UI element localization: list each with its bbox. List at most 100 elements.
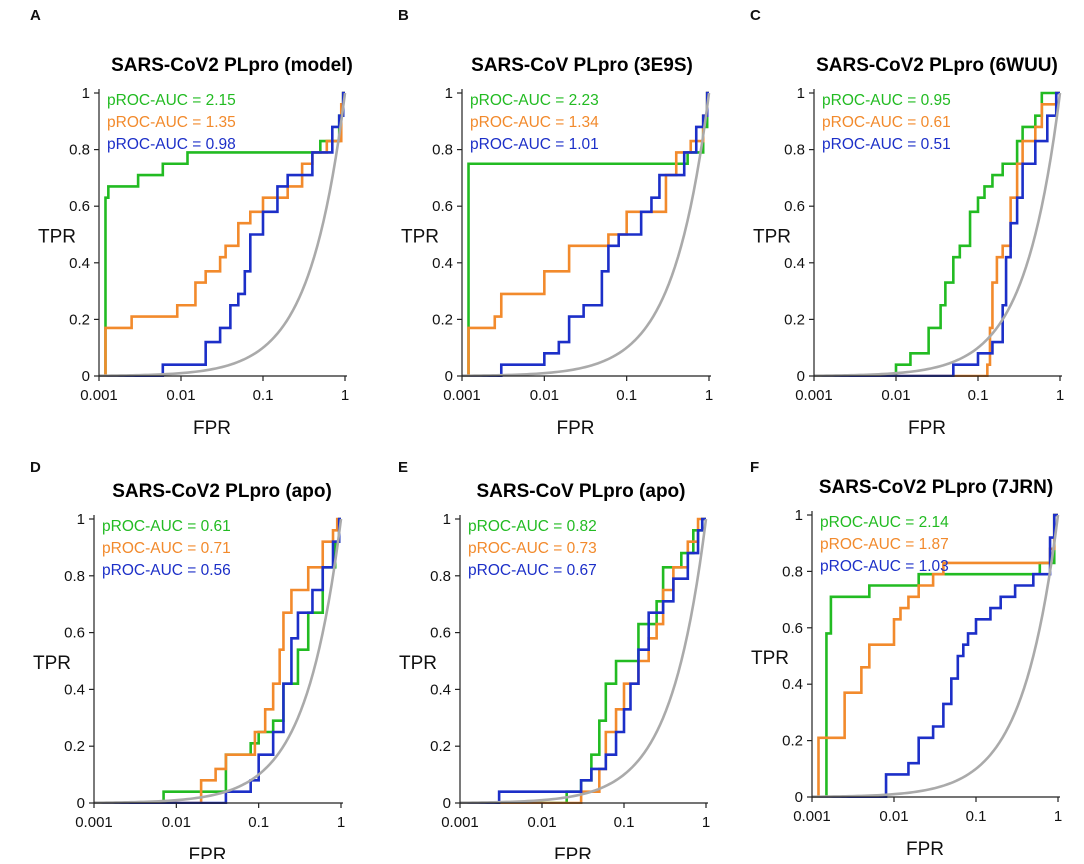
legend-entry: pROC-AUC = 0.67: [468, 562, 597, 579]
y-tick-label: 0: [77, 795, 85, 812]
legend-entry: pROC-AUC = 0.73: [468, 540, 597, 557]
chart-title: SARS-CoV2 PLpro (6WUU): [816, 55, 1058, 76]
panel-label: E: [398, 459, 408, 476]
x-tick-label: 0.001: [441, 814, 479, 831]
y-tick-label: 0.4: [69, 255, 90, 272]
y-tick-label: 0.2: [64, 738, 85, 755]
random-baseline-curve: [99, 92, 347, 377]
panel-label: B: [398, 7, 409, 24]
roc-series-3: [99, 91, 345, 377]
panel-label: C: [750, 7, 761, 24]
legend-entry: pROC-AUC = 0.71: [102, 540, 231, 557]
roc-series-1: [814, 91, 1060, 377]
legend-entry: pROC-AUC = 1.34: [470, 114, 599, 131]
roc-series-3: [460, 517, 706, 804]
panel-label: A: [30, 7, 41, 24]
x-tick-label: 0.01: [162, 814, 191, 831]
x-axis-label: FPR: [908, 418, 946, 439]
x-tick-label: 1: [337, 814, 345, 831]
y-tick-label: 0.6: [430, 625, 451, 642]
x-tick-label: 1: [705, 387, 713, 404]
y-tick-label: 0.2: [432, 311, 453, 328]
x-tick-label: 0.01: [881, 387, 910, 404]
x-tick-label: 0.001: [75, 814, 113, 831]
legend-entry: pROC-AUC = 0.56: [102, 562, 231, 579]
x-tick-label: 0.1: [253, 387, 274, 404]
y-tick-label: 1: [797, 85, 805, 102]
y-tick-label: 0.8: [782, 563, 803, 580]
y-tick-label: 0: [443, 795, 451, 812]
x-axis-label: FPR: [193, 418, 231, 439]
random-baseline-curve: [812, 514, 1060, 798]
x-tick-label: 1: [702, 814, 710, 831]
x-tick-label: 0.001: [793, 808, 831, 825]
y-tick-label: 0.6: [782, 620, 803, 637]
y-tick-label: 0.4: [64, 681, 85, 698]
y-tick-label: 0.8: [432, 142, 453, 159]
x-tick-label: 0.001: [80, 387, 118, 404]
y-tick-label: 1: [445, 85, 453, 102]
y-tick-label: 0.6: [784, 198, 805, 215]
x-axis-label: FPR: [554, 845, 592, 859]
x-axis-label: FPR: [906, 839, 944, 859]
x-tick-label: 1: [1054, 808, 1062, 825]
y-tick-label: 0: [795, 789, 803, 806]
legend-entry: pROC-AUC = 0.82: [468, 518, 597, 535]
y-tick-label: 0.6: [69, 198, 90, 215]
x-tick-label: 1: [341, 387, 349, 404]
y-axis-label: TPR: [751, 648, 789, 669]
y-axis-label: TPR: [38, 227, 76, 248]
random-baseline-curve: [462, 92, 711, 377]
x-tick-label: 0.01: [166, 387, 195, 404]
y-tick-label: 1: [77, 511, 85, 528]
roc-series-2: [94, 517, 341, 804]
chart-panel-d: D SARS-CoV2 PLpro (apo) 0 0.2 0.4 0.6 0.8 1 0.00…: [30, 459, 345, 864]
random-baseline-curve: [94, 518, 343, 804]
roc-series-2: [814, 91, 1060, 377]
y-tick-label: 0.8: [430, 568, 451, 585]
x-tick-label: 0.001: [443, 387, 481, 404]
x-tick-label: 0.001: [795, 387, 833, 404]
legend-entry: pROC-AUC = 0.61: [822, 114, 951, 131]
legend-entry: pROC-AUC = 0.51: [822, 136, 951, 153]
x-axis-label: FPR: [189, 845, 227, 859]
legend-entry: pROC-AUC = 0.95: [822, 92, 951, 109]
x-tick-label: 0.1: [614, 814, 635, 831]
x-tick-label: 0.01: [879, 808, 908, 825]
legend-entry: pROC-AUC = 2.14: [820, 514, 949, 531]
y-tick-label: 0: [82, 368, 90, 385]
chart-panel-f: F SARS-CoV2 PLpro (7JRN) 0 0.2 0.4 0.6 0.8 1 0.0…: [750, 459, 1062, 860]
x-axis-label: FPR: [557, 418, 595, 439]
legend-entry: pROC-AUC = 1.87: [820, 536, 949, 553]
random-baseline-curve: [460, 518, 708, 804]
roc-series-3: [812, 513, 1058, 798]
y-tick-label: 1: [443, 511, 451, 528]
y-tick-label: 0.2: [430, 738, 451, 755]
y-axis-label: TPR: [33, 653, 71, 674]
y-tick-label: 0.4: [432, 255, 453, 272]
y-axis-label: TPR: [399, 653, 437, 674]
y-tick-label: 0: [797, 368, 805, 385]
chart-panel-a: A SARS-CoV2 PLpro (model) 0 0.2 0.4 0.6 0.8 1 0.…: [30, 7, 353, 439]
legend-entry: pROC-AUC = 0.61: [102, 518, 231, 535]
panel-label: F: [750, 459, 759, 476]
y-tick-label: 0.6: [64, 625, 85, 642]
roc-series-3: [462, 91, 709, 377]
chart-panel-e: E SARS-CoV PLpro (apo) 0 0.2 0.4 0.6 0.8 1 0.001…: [398, 459, 710, 864]
x-tick-label: 0.1: [616, 387, 637, 404]
y-tick-label: 1: [82, 85, 90, 102]
random-baseline-curve: [814, 92, 1062, 377]
chart-panel-b: B SARS-CoV PLpro (3E9S) 0 0.2 0.4 0.6 0.8 1 0.00…: [398, 7, 713, 439]
y-tick-label: 1: [795, 507, 803, 524]
y-tick-label: 0: [445, 368, 453, 385]
legend-entry: pROC-AUC = 1.35: [107, 114, 236, 131]
roc-series-2: [99, 91, 345, 377]
x-tick-label: 0.1: [248, 814, 269, 831]
x-tick-label: 0.01: [530, 387, 559, 404]
roc-series-3: [814, 91, 1060, 377]
legend-entry: pROC-AUC = 1.01: [470, 136, 599, 153]
x-tick-label: 0.1: [966, 808, 987, 825]
x-tick-label: 0.1: [968, 387, 989, 404]
y-axis-label: TPR: [753, 227, 791, 248]
